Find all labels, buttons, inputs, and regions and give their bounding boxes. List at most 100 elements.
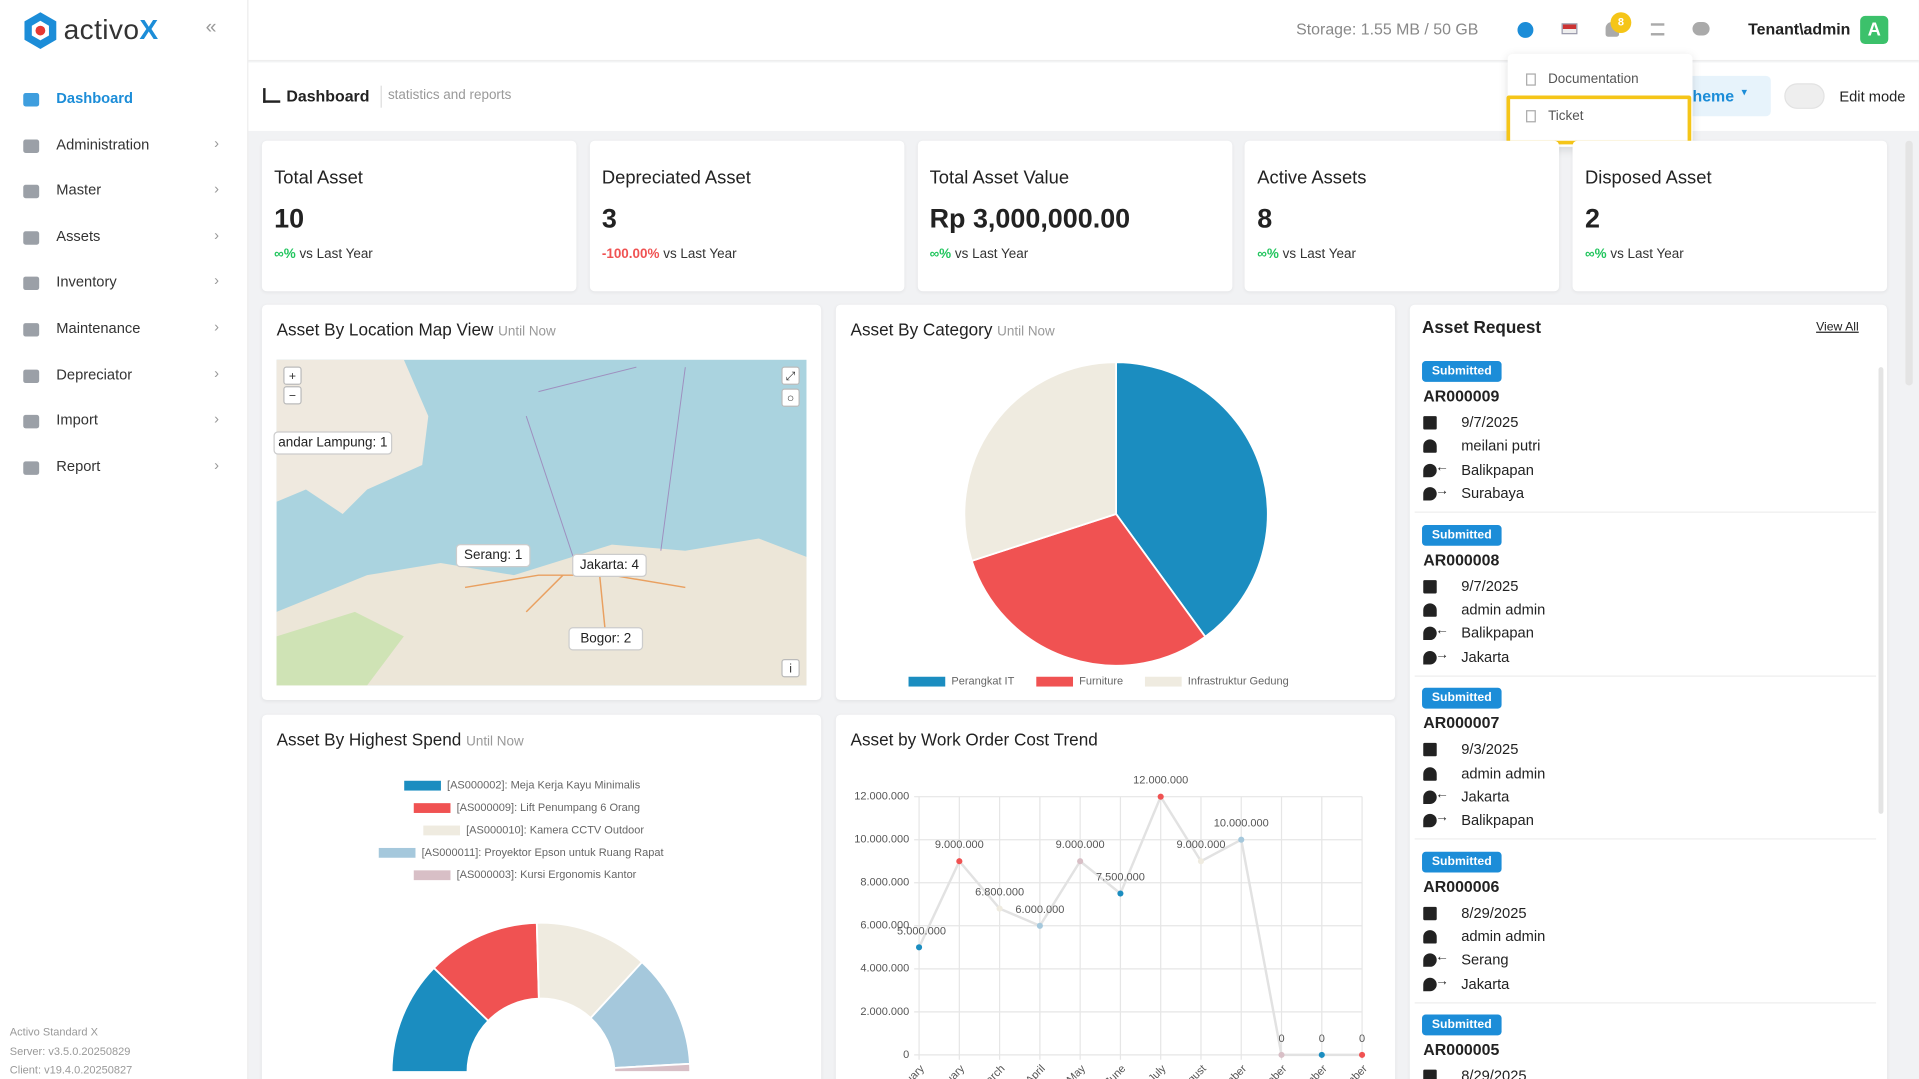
request-requester: admin admin: [1461, 600, 1546, 618]
nav-item[interactable]: Assets: [56, 227, 101, 245]
kpi-value: 8: [1257, 203, 1273, 234]
status-badge: Submitted: [1422, 687, 1502, 709]
request-date-icon: [1423, 1070, 1437, 1079]
kpi-change-row: ∞% vs Last Year: [274, 247, 373, 262]
request-id[interactable]: AR000006: [1423, 877, 1500, 896]
nav-chevron: ›: [214, 318, 220, 336]
kpi-title: Total Asset Value: [929, 167, 1070, 189]
kpi-title: Depreciated Asset: [601, 167, 751, 189]
kpi-change-suffix: vs Last Year: [1610, 247, 1684, 262]
request-requester: admin admin: [1461, 764, 1546, 782]
request-to-icon: [1423, 486, 1437, 501]
flag-icon[interactable]: [1561, 23, 1578, 35]
card-subtitle: Until Now: [498, 324, 556, 339]
request-date-icon: [1423, 743, 1437, 757]
nav-item[interactable]: Import: [56, 411, 98, 429]
kpi-value: 3: [601, 203, 617, 234]
status-badge: Submitted: [1422, 361, 1502, 382]
status-badge: Submitted: [1422, 851, 1502, 873]
nav-chevron: ›: [214, 456, 220, 474]
kpi-card: [261, 140, 577, 292]
request-to-icon: [1423, 977, 1437, 991]
nav-item[interactable]: Inventory: [56, 273, 117, 291]
card-title: Asset By Location Map View Until Now: [277, 319, 556, 339]
request-date-icon: [1423, 906, 1437, 921]
arrow-icon: ←: [1435, 623, 1449, 638]
nav-item[interactable]: Master: [56, 181, 102, 199]
kpi-value: 10: [274, 203, 305, 234]
menu-item[interactable]: Ticket: [1548, 108, 1584, 124]
tasks-icon[interactable]: [1650, 23, 1665, 36]
card-title: Asset By Highest Spend Until Now: [277, 729, 524, 749]
nav-item[interactable]: Report: [56, 457, 101, 475]
nav-item[interactable]: Maintenance: [56, 319, 141, 337]
card-subtitle: Until Now: [466, 734, 524, 749]
brand-mark: X: [139, 13, 159, 46]
logo-icon: [24, 12, 57, 49]
page-scrollbar: [1905, 140, 1913, 386]
request-date: 9/7/2025: [1461, 413, 1519, 431]
collapse-button[interactable]: «: [205, 17, 217, 38]
request-id[interactable]: AR000009: [1423, 386, 1500, 406]
kpi-change: ∞%: [274, 247, 296, 262]
kpi-value: 2: [1585, 203, 1601, 234]
edit-toggle[interactable]: [1784, 83, 1825, 109]
request-requester-icon: [1423, 439, 1437, 454]
request-requester: meilani putri: [1461, 437, 1541, 455]
arrow-icon: ←: [1435, 950, 1449, 965]
sidebar: [0, 0, 249, 1079]
nav-item[interactable]: Dashboard: [56, 89, 134, 107]
request-date: 9/7/2025: [1461, 577, 1519, 595]
request-from: Jakarta: [1461, 787, 1510, 805]
nav-item[interactable]: Depreciator: [56, 365, 133, 383]
brand-name: activo: [63, 13, 140, 46]
card-title-text: Asset by Work Order Cost Trend: [850, 729, 1098, 749]
nav-icon: [23, 369, 40, 383]
nav-item[interactable]: Administration: [56, 135, 150, 153]
arrow-icon: ←: [1435, 459, 1449, 475]
nav-icon: [23, 461, 40, 475]
request-date: 8/29/2025: [1461, 904, 1527, 922]
card-title: Asset by Work Order Cost Trend: [851, 729, 1098, 749]
kpi-title: Disposed Asset: [1585, 167, 1712, 189]
menu-item[interactable]: Documentation: [1548, 72, 1639, 87]
user-name[interactable]: Tenant\admin: [1748, 19, 1851, 38]
kpi-change: ∞%: [1257, 247, 1279, 262]
card: [261, 304, 822, 701]
page-subtitle: statistics and reports: [387, 88, 512, 103]
kpi-change-row: ∞% vs Last Year: [1257, 247, 1356, 262]
kpi-change: ∞%: [1585, 247, 1607, 262]
request-from-icon: [1423, 953, 1437, 968]
theme-button-label[interactable]: heme: [1692, 86, 1735, 106]
help-icon[interactable]: [1517, 22, 1534, 38]
arrow-icon: →: [1435, 973, 1449, 989]
storage: Storage: 1.55 MB / 50 GB: [1296, 19, 1479, 38]
nav-chevron: ›: [214, 134, 220, 152]
avatar[interactable]: A: [1860, 15, 1889, 45]
page-divider: [380, 85, 382, 108]
chat-icon[interactable]: [1692, 22, 1710, 36]
menu-item-icon: [1526, 110, 1536, 123]
request-id[interactable]: AR000007: [1423, 713, 1500, 733]
arrow-icon: ←: [1435, 786, 1449, 802]
kpi-change-row: ∞% vs Last Year: [1585, 247, 1684, 262]
nav-icon: [23, 185, 40, 199]
request-to-icon: [1423, 813, 1437, 828]
kpi-change-row: -100.00% vs Last Year: [602, 247, 737, 262]
request-requester-icon: [1423, 930, 1437, 944]
status-badge: Submitted: [1422, 524, 1502, 546]
nav-icon: [23, 139, 40, 153]
kpi-change-row: ∞% vs Last Year: [930, 247, 1029, 262]
theme-button[interactable]: [1683, 75, 1771, 117]
view-all-link[interactable]: View All: [1816, 320, 1859, 335]
version-info: Server: v3.5.0.20250829: [9, 1044, 131, 1057]
request-id[interactable]: AR000005: [1423, 1040, 1500, 1060]
status-badge: Submitted: [1422, 1014, 1502, 1036]
scrollbar: [1878, 367, 1884, 814]
edit-mode-label: Edit mode: [1839, 88, 1906, 106]
card-title-text: Asset By Category: [850, 319, 993, 339]
kpi-change-suffix: vs Last Year: [1282, 247, 1356, 262]
request-to: Surabaya: [1461, 484, 1525, 502]
request-id[interactable]: AR000008: [1423, 550, 1500, 569]
